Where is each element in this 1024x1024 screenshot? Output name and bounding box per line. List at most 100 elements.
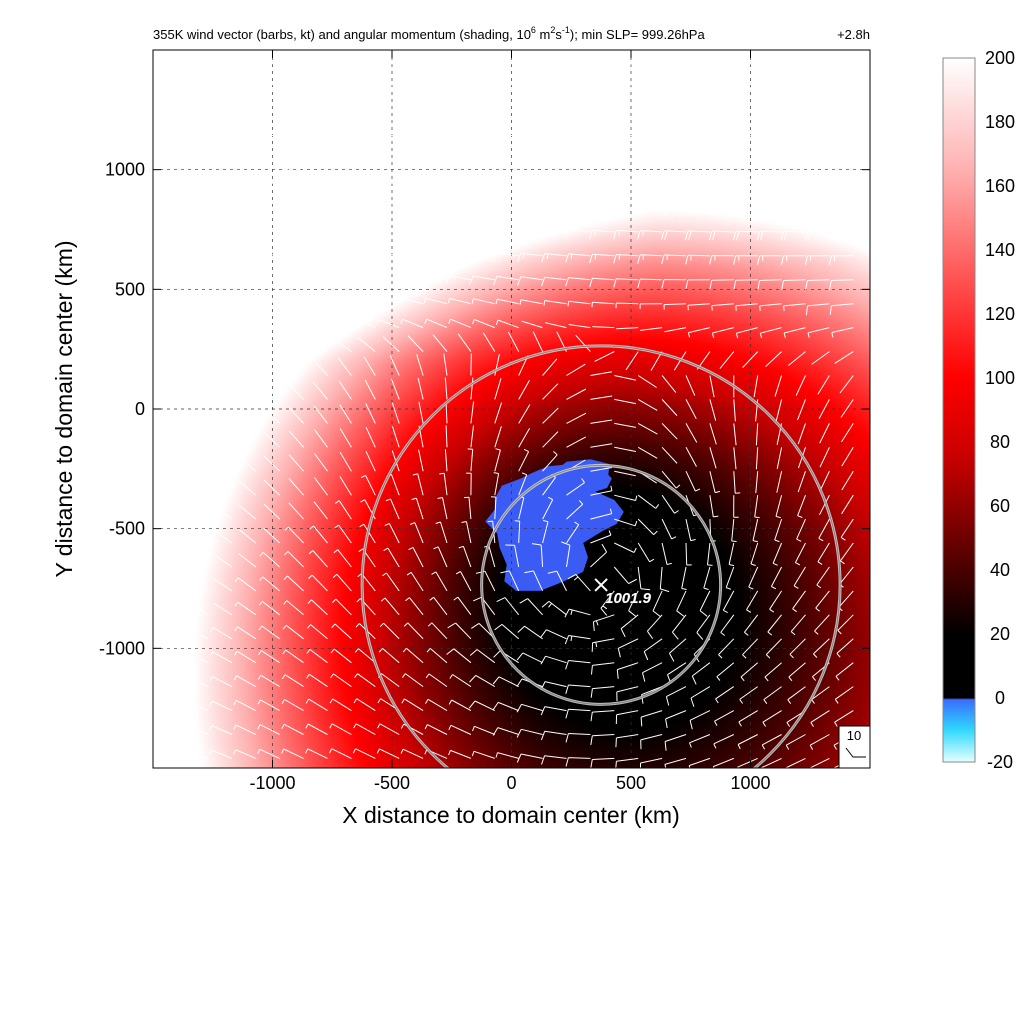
wind-barb-631 (164, 555, 185, 568)
wind-barb-706 (519, 598, 543, 616)
wind-barb-254 (469, 252, 495, 262)
wind-barb-436 (542, 383, 559, 400)
wind-barb-894 (712, 757, 734, 768)
wind-barb-338 (328, 319, 352, 329)
wind-barb-117 (780, 134, 806, 145)
wind-barb-386 (765, 351, 782, 367)
plot-area: 1001.9 (153, 50, 870, 768)
wind-barb-531 (661, 470, 681, 489)
wind-barb-812 (185, 701, 209, 712)
wind-barb-773 (691, 662, 711, 685)
wind-barb-280 (373, 275, 400, 285)
wind-barb-652 (681, 566, 687, 590)
wind-barb-156 (278, 181, 304, 191)
wind-barb-387 (788, 351, 806, 366)
wind-barb-626 (772, 542, 783, 566)
wind-barb-12 (421, 61, 448, 73)
wind-barb-861 (640, 734, 663, 750)
wind-barb-177 (780, 182, 806, 193)
wind-barb-290 (613, 278, 639, 288)
wind-barb-839 (834, 710, 854, 727)
wind-barb-81 (636, 110, 663, 120)
wind-barb-576 (288, 502, 304, 520)
wind-barb-112 (660, 134, 687, 144)
wind-barb-561 (661, 494, 679, 514)
wind-barb-794 (469, 674, 496, 688)
wind-barb-370 (382, 336, 400, 352)
wind-barb-63 (206, 109, 232, 120)
wind-barb-380 (625, 351, 639, 371)
wind-barb-703 (453, 596, 472, 616)
wind-barb-328 (805, 303, 830, 316)
chart-title: 355K wind vector (barbs, kt) and angular… (153, 25, 705, 42)
wind-barb-645 (505, 544, 520, 568)
axes: -1000 -500 0 500 1000 1000 500 0 -500 -1000 (99, 50, 870, 793)
wind-barb-413 (709, 375, 715, 398)
wind-barb-49 (589, 86, 615, 97)
wind-barb-663 (213, 578, 233, 592)
wind-barb-204 (708, 206, 734, 217)
wind-barb-295 (733, 279, 758, 290)
wind-barb-248 (325, 252, 352, 262)
wind-barb-178 (804, 182, 830, 193)
wind-barb-766 (516, 652, 543, 664)
wind-barb-287 (541, 276, 567, 287)
wind-barb-250 (373, 251, 400, 262)
wind-barb-521 (418, 449, 424, 472)
wind-barb-875 (257, 748, 280, 759)
wind-barb-415 (753, 375, 759, 398)
wind-barb-214 (230, 228, 256, 239)
wind-barb-409 (614, 375, 636, 381)
wind-barb-133 (445, 157, 471, 168)
wind-barb-519 (365, 451, 376, 472)
wind-barb-829 (590, 710, 615, 722)
wind-barb-548 (339, 476, 352, 496)
wind-barb-98 (326, 133, 352, 144)
wind-barb-841 (163, 726, 185, 735)
wind-barb-830 (615, 710, 639, 725)
wind-barb-793 (449, 674, 472, 688)
wind-barb-399 (363, 356, 376, 376)
wind-barb-291 (637, 278, 663, 289)
wind-barb-47 (541, 85, 567, 97)
wind-barb-91 (158, 133, 185, 144)
wind-barb-127 (302, 157, 328, 168)
wind-barb-567 (797, 495, 806, 518)
wind-barb-816 (281, 699, 304, 712)
wind-barb-824 (468, 700, 496, 712)
wind-barb-320 (615, 302, 639, 309)
wind-barb-115 (732, 134, 758, 145)
wind-barb-167 (541, 181, 567, 192)
wind-barb-168 (565, 181, 591, 192)
wind-barb-552 (439, 472, 448, 496)
wind-barb-419 (839, 375, 854, 394)
wind-barb-780 (153, 683, 161, 688)
wind-barb-744 (718, 638, 735, 659)
wind-barb-407 (566, 363, 586, 376)
wind-barb-782 (185, 676, 209, 688)
grid-lines (153, 50, 870, 768)
wind-barb-51 (636, 86, 663, 97)
wind-barb-237 (780, 230, 806, 241)
wind-barb-333 (208, 321, 233, 329)
wind-barb-326 (759, 303, 782, 311)
wind-barb-574 (238, 504, 257, 520)
wind-barb-152 (182, 181, 209, 191)
wind-barb-789 (354, 673, 376, 688)
wind-barb-354 (711, 327, 734, 339)
wind-barb-634 (238, 553, 257, 568)
wind-barb-292 (661, 279, 687, 289)
wind-barb-261 (637, 254, 663, 264)
wind-barb-573 (213, 505, 233, 520)
wind-barb-103 (445, 133, 471, 144)
wind-barb-693 (213, 602, 233, 616)
wind-barb-717 (790, 614, 806, 636)
wind-barb-194 (469, 205, 495, 215)
wind-barb-449 (840, 399, 854, 418)
wind-barb-361 (163, 344, 185, 353)
wind-barb-17 (541, 62, 567, 73)
wind-barb-289 (589, 277, 615, 288)
wind-barb-99 (350, 133, 376, 144)
wind-barb-480 (153, 443, 161, 448)
